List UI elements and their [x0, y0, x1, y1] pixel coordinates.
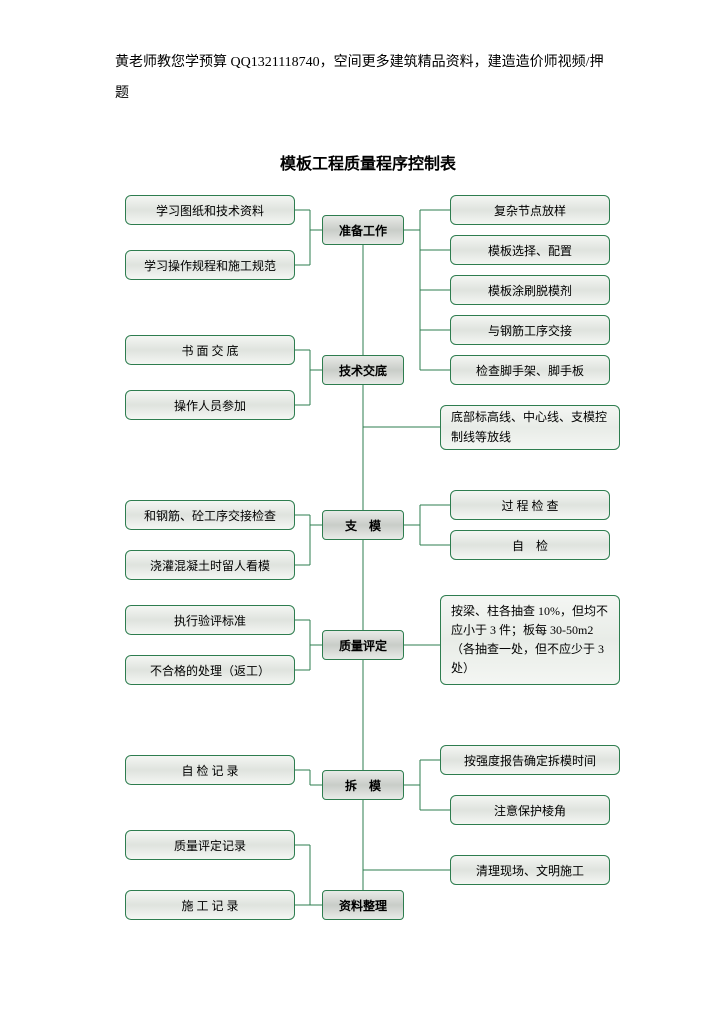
- header-text: 黄老师教您学预算 QQ1321118740，空间更多建筑精品资料，建造造价师视频…: [115, 48, 615, 110]
- right-box-6: 底部标高线、中心线、支模控制线等放线: [440, 405, 620, 450]
- center-box-support: 支 模: [322, 510, 404, 540]
- left-box-10: 质量评定记录: [125, 830, 295, 860]
- right-box-3: 模板涂刷脱模剂: [450, 275, 610, 305]
- center-box-quality: 质量评定: [322, 630, 404, 660]
- left-box-11: 施 工 记 录: [125, 890, 295, 920]
- left-box-2: 学习操作规程和施工规范: [125, 250, 295, 280]
- left-box-8: 不合格的处理（返工）: [125, 655, 295, 685]
- right-box-11: 注意保护棱角: [450, 795, 610, 825]
- center-box-remove: 拆 模: [322, 770, 404, 800]
- right-box-7: 过 程 检 查: [450, 490, 610, 520]
- page-title: 模板工程质量程序控制表: [280, 150, 456, 174]
- left-box-5: 和钢筋、砼工序交接检查: [125, 500, 295, 530]
- center-box-prep: 准备工作: [322, 215, 404, 245]
- left-box-1: 学习图纸和技术资料: [125, 195, 295, 225]
- left-box-3: 书 面 交 底: [125, 335, 295, 365]
- center-box-data: 资料整理: [322, 890, 404, 920]
- right-box-1: 复杂节点放样: [450, 195, 610, 225]
- right-box-8: 自 检: [450, 530, 610, 560]
- left-box-7: 执行验评标准: [125, 605, 295, 635]
- left-box-6: 浇灌混凝土时留人看模: [125, 550, 295, 580]
- right-box-2: 模板选择、配置: [450, 235, 610, 265]
- center-box-tech: 技术交底: [322, 355, 404, 385]
- right-box-10: 按强度报告确定拆模时间: [440, 745, 620, 775]
- right-box-9: 按梁、柱各抽查 10%，但均不应小于 3 件；板每 30-50m2（各抽查一处，…: [440, 595, 620, 685]
- right-box-12: 清理现场、文明施工: [450, 855, 610, 885]
- right-box-5: 检查脚手架、脚手板: [450, 355, 610, 385]
- right-box-4: 与钢筋工序交接: [450, 315, 610, 345]
- left-box-9: 自 检 记 录: [125, 755, 295, 785]
- left-box-4: 操作人员参加: [125, 390, 295, 420]
